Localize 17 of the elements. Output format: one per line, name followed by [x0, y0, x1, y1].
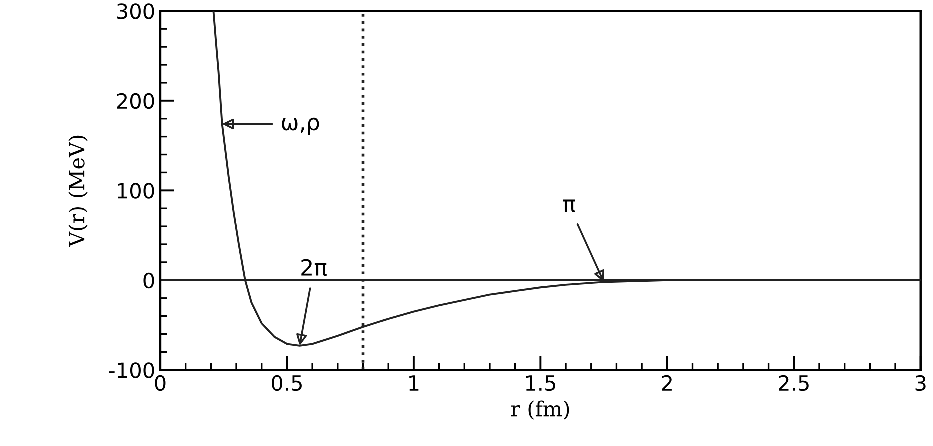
x-axis-title: r (fm) — [511, 400, 570, 420]
annotation: 2π — [302, 259, 327, 276]
y-axis-title: V(r) (MeV) — [68, 136, 88, 248]
x-tick-label: 0 — [155, 375, 166, 392]
x-tick-label: 1.5 — [526, 376, 556, 392]
x-tick-label: 3 — [916, 375, 926, 392]
y-tick-label: -100 — [109, 362, 154, 378]
x-tick-label: 2.5 — [779, 375, 809, 392]
x-tick-label: 1 — [410, 376, 419, 391]
x-tick-label: 0.5 — [272, 375, 302, 392]
y-tick-label: 200 — [117, 93, 154, 110]
y-tick-label: 300 — [117, 4, 154, 20]
annotation: π — [563, 200, 576, 212]
annotation: ω,ρ — [282, 118, 320, 135]
y-tick-label: 0 — [144, 272, 154, 289]
y-tick-label: 100 — [118, 183, 154, 199]
x-tick-label: 2 — [662, 375, 672, 391]
